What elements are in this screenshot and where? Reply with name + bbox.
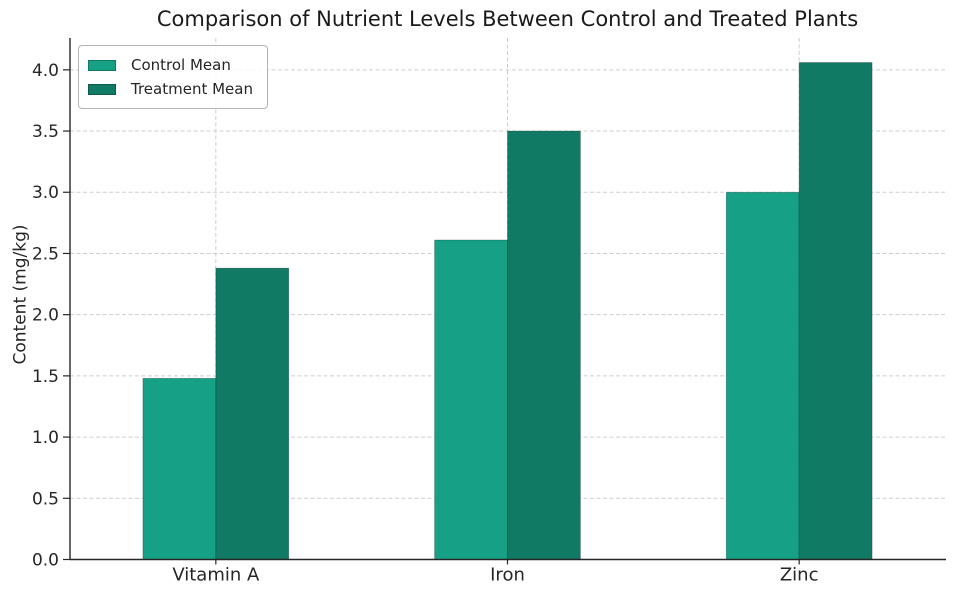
bar-treatment-mean-zinc <box>798 62 873 560</box>
bar-control-mean-iron <box>434 239 508 560</box>
legend-item-treatment-mean: Treatment Mean <box>88 77 253 101</box>
y-tick-label: 0.5 <box>32 489 59 509</box>
legend-label: Treatment Mean <box>131 80 253 98</box>
x-tick-label-vitamin-a: Vitamin A <box>172 565 260 586</box>
chart-title: Comparison of Nutrient Levels Between Co… <box>156 7 859 31</box>
bar-control-mean-vitamin-a <box>142 377 217 560</box>
y-tick-label: 0.0 <box>32 551 59 571</box>
y-tick-label: 2.0 <box>32 306 59 326</box>
y-tick-label: 1.0 <box>32 428 59 448</box>
y-tick-label: 3.5 <box>32 122 59 142</box>
x-tick-label-iron: Iron <box>490 565 525 586</box>
x-tick-label-zinc: Zinc <box>780 565 819 586</box>
bar-treatment-mean-vitamin-a <box>215 267 290 560</box>
y-tick-label: 1.5 <box>32 367 59 387</box>
bar-control-mean-zinc <box>725 191 800 560</box>
legend-swatch-treatment-mean <box>88 83 116 95</box>
y-tick-label: 2.5 <box>32 244 59 264</box>
bar-treatment-mean-iron <box>507 130 581 560</box>
y-tick-label: 3.0 <box>32 183 59 203</box>
legend-item-control-mean: Control Mean <box>88 53 253 77</box>
legend: Control Mean Treatment Mean <box>78 45 268 109</box>
legend-label: Control Mean <box>131 56 231 74</box>
legend-swatch-control-mean <box>88 59 116 71</box>
y-tick-label: 4.0 <box>32 61 59 81</box>
